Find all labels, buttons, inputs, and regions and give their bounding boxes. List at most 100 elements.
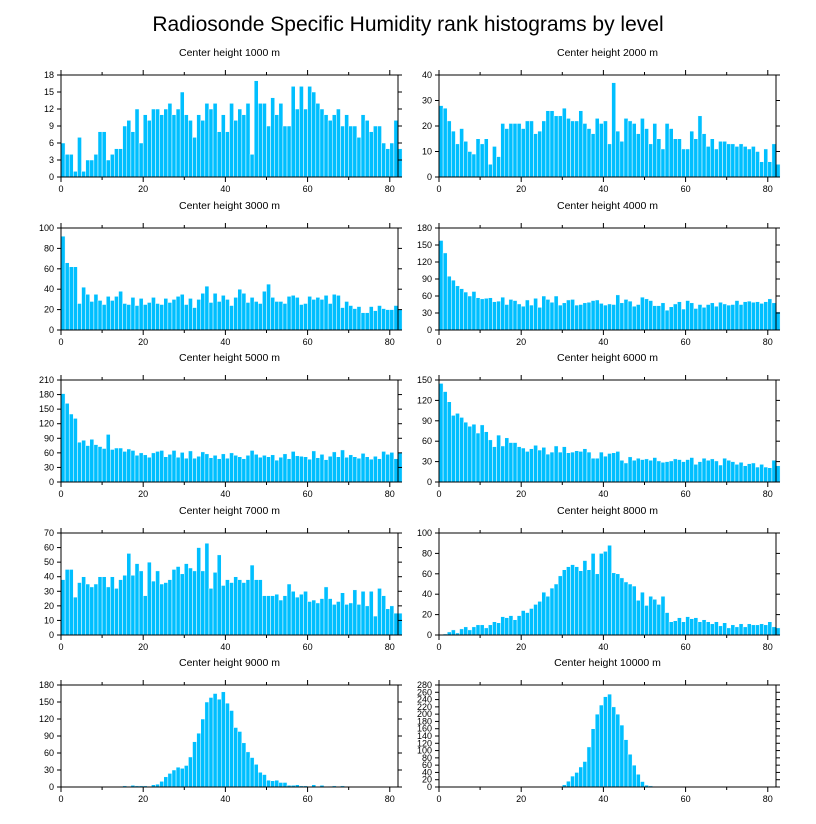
y-tick-label: 30 <box>44 586 54 596</box>
bar <box>586 301 592 331</box>
x-tick-label: 80 <box>385 184 395 194</box>
panel-title: Center height 10000 m <box>554 657 661 669</box>
y-tick-label: 0 <box>49 325 54 335</box>
x-tick-label: 80 <box>763 184 773 194</box>
bar <box>89 301 95 331</box>
bar <box>520 128 526 178</box>
x-tick-label: 80 <box>763 489 773 499</box>
bar <box>673 620 678 636</box>
bar <box>196 732 201 788</box>
bar <box>631 764 637 788</box>
bar <box>192 457 197 483</box>
bar <box>114 296 119 331</box>
bar <box>714 621 719 636</box>
bar <box>504 617 510 636</box>
bar <box>192 307 197 331</box>
bar <box>368 591 374 636</box>
y-tick-label: 60 <box>422 760 432 770</box>
y-tick-label: 20 <box>44 601 54 611</box>
x-tick-label: 60 <box>303 642 313 652</box>
bar <box>216 301 222 331</box>
bar <box>500 296 506 331</box>
bar <box>155 570 160 636</box>
bar <box>582 302 588 331</box>
bar <box>759 303 764 331</box>
bar <box>611 572 616 636</box>
bar <box>590 133 596 178</box>
bar <box>179 452 185 483</box>
bar <box>64 154 70 178</box>
bar <box>533 133 538 178</box>
bar <box>266 456 271 483</box>
bar <box>545 453 551 483</box>
bar <box>599 553 604 636</box>
bar <box>664 461 670 483</box>
bar <box>455 285 460 331</box>
bar <box>730 304 736 331</box>
bar <box>660 595 666 636</box>
bar <box>455 413 460 483</box>
bar <box>245 302 251 331</box>
bar <box>475 138 481 178</box>
bar <box>138 142 144 178</box>
bar <box>225 131 230 178</box>
bar <box>594 573 600 636</box>
bar <box>525 120 530 178</box>
bar <box>216 131 222 178</box>
bar <box>68 266 74 331</box>
bar <box>142 114 148 178</box>
y-tick-label: 120 <box>39 714 54 724</box>
bar <box>697 621 703 636</box>
x-tick-label: 60 <box>303 794 313 804</box>
bar <box>373 615 378 636</box>
y-tick-label: 0 <box>427 782 432 792</box>
bar <box>500 445 506 483</box>
bar <box>640 591 645 636</box>
bar <box>726 143 732 178</box>
bar <box>319 598 325 636</box>
bar <box>693 308 699 331</box>
bar <box>381 451 386 483</box>
bar <box>553 115 559 178</box>
bar <box>677 459 682 483</box>
bar <box>471 423 477 483</box>
x-tick-label: 60 <box>303 184 313 194</box>
bar <box>557 304 563 331</box>
bar <box>155 303 160 331</box>
bar <box>229 582 234 636</box>
bar <box>590 457 596 483</box>
bar <box>274 459 280 483</box>
bar <box>270 297 275 331</box>
bar <box>722 457 727 483</box>
bar <box>266 125 271 178</box>
y-tick-label: 3 <box>49 155 54 165</box>
bar <box>336 295 341 331</box>
bar <box>636 774 641 788</box>
bar <box>159 781 164 788</box>
y-tick-label: 0 <box>49 782 54 792</box>
bar <box>208 588 214 636</box>
bar <box>340 125 345 178</box>
bar <box>500 616 506 636</box>
bar <box>327 456 333 483</box>
bar <box>636 600 641 636</box>
x-tick-label: 40 <box>598 642 608 652</box>
bar <box>110 576 115 636</box>
bar <box>648 459 653 483</box>
bar <box>623 581 629 636</box>
bar <box>270 454 275 483</box>
bar <box>742 626 748 636</box>
x-tick-label: 60 <box>681 642 691 652</box>
bar <box>134 455 140 483</box>
bar <box>270 595 275 636</box>
bar <box>237 108 243 178</box>
bar <box>512 619 518 636</box>
bar <box>151 452 156 483</box>
bar <box>373 456 378 483</box>
y-tick-label: 90 <box>44 433 54 443</box>
bar <box>114 447 119 483</box>
bar <box>184 765 189 788</box>
bar <box>677 617 682 636</box>
x-tick-label: 0 <box>58 337 63 347</box>
bar <box>340 449 345 483</box>
